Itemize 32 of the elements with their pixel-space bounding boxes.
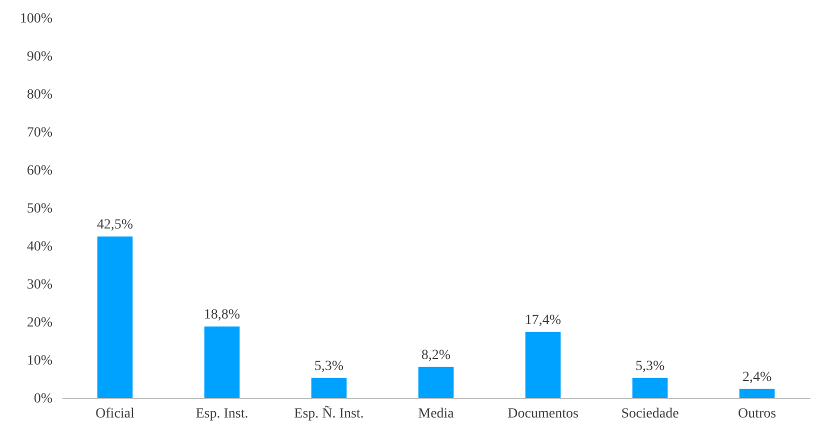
bar — [739, 388, 775, 398]
data-label: 18,8% — [204, 308, 240, 323]
data-label: 17,4% — [524, 312, 562, 328]
bar — [632, 378, 668, 398]
y-tick-label: 90% — [26, 50, 53, 64]
y-tick-label: 10% — [26, 354, 53, 368]
y-tick-label: 50% — [26, 202, 53, 216]
bar — [418, 366, 454, 398]
y-tick-label: 0% — [34, 392, 53, 406]
x-tick-label: Oficial — [96, 406, 135, 422]
y-tick-label: 80% — [26, 88, 53, 102]
data-label: 8,2% — [421, 348, 451, 363]
bar — [525, 332, 561, 398]
data-label: 2,4% — [742, 370, 772, 385]
bar — [97, 236, 133, 398]
y-tick-label: 70% — [26, 126, 53, 140]
bar — [204, 326, 240, 398]
y-tick-label: 40% — [26, 240, 53, 254]
y-tick-label: 60% — [26, 164, 53, 178]
x-tick-label: Outros — [738, 406, 776, 422]
x-tick-label: Esp. Ñ. Inst. — [294, 406, 364, 422]
x-tick-label: Sociedade — [621, 406, 679, 422]
bar — [311, 378, 347, 398]
y-tick-label: 30% — [26, 278, 53, 292]
data-label: 5,3% — [635, 358, 665, 374]
y-tick-label: 20% — [26, 316, 53, 330]
x-tick-label: Esp. Inst. — [196, 406, 248, 422]
x-tick-label: Media — [418, 406, 455, 422]
data-label: 5,3% — [314, 358, 344, 374]
y-tick-label: 100% — [20, 12, 53, 26]
x-tick-label: Documentos — [508, 406, 578, 422]
data-label: 42,5% — [96, 218, 134, 232]
